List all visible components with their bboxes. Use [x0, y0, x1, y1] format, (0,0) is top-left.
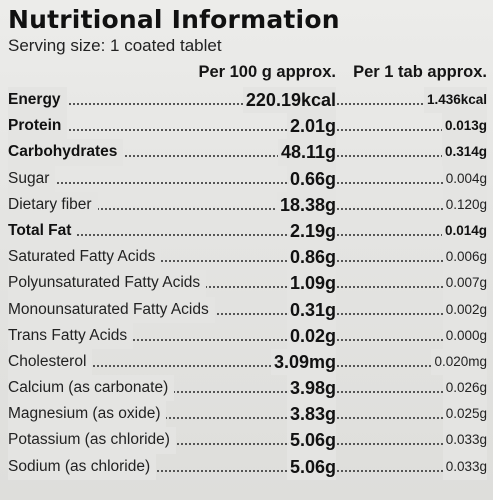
nutrient-name: Dietary fiber	[8, 195, 92, 213]
nutrient-row: Dietary fiber 18.38g 0.120g	[8, 191, 487, 218]
value-per-tablet: 0.000g	[442, 322, 487, 349]
value-per-100g: 3.83g	[286, 401, 336, 428]
nutrient-row: Monounsaturated Fatty Acids 0.31g 0.002g	[8, 296, 487, 323]
value-per-100g: 0.02g	[286, 322, 336, 349]
dot-leader	[8, 286, 487, 289]
value-per-100g: 2.19g	[286, 217, 336, 245]
dot-leader	[8, 417, 487, 420]
value-per-100g: 3.98g	[286, 375, 336, 402]
value-per-100g: 0.66g	[286, 165, 336, 192]
nutrient-table: Energy 220.19kcal 1.436kcal Protein 2.01…	[8, 87, 487, 480]
nutrient-row: Potassium (as chloride) 5.06g 0.033g	[8, 427, 487, 454]
nutrient-row: Saturated Fatty Acids 0.86g 0.006g	[8, 244, 487, 271]
nutrient-row: Total Fat 2.19g 0.014g	[8, 217, 487, 245]
nutrient-row: Sugar 0.66g 0.004g	[8, 165, 487, 192]
nutrient-row: Calcium (as carbonate) 3.98g 0.026g	[8, 375, 487, 402]
dot-leader	[8, 181, 487, 184]
nutrient-name: Saturated Fatty Acids	[8, 248, 156, 266]
dot-leader	[8, 207, 487, 210]
dot-leader	[8, 443, 487, 446]
value-per-100g: 0.31g	[286, 296, 336, 323]
value-per-tablet: 0.007g	[442, 270, 487, 297]
value-per-100g: 48.11g	[277, 139, 336, 166]
nutrient-name: Magnesium (as oxide)	[8, 405, 161, 423]
value-per-tablet: 0.020mg	[431, 348, 487, 376]
dot-leader	[8, 260, 487, 263]
serving-size: Serving size: 1 coated tablet	[8, 36, 222, 55]
nutrient-name: Polyunsaturated Fatty Acids	[8, 274, 201, 292]
value-per-tablet: 0.120g	[442, 191, 487, 218]
value-per-tablet: 0.026g	[442, 375, 487, 402]
nutrient-name: Potassium (as chloride)	[8, 431, 170, 449]
nutrient-row: Polyunsaturated Fatty Acids 1.09g 0.007g	[8, 270, 487, 297]
nutrient-row: Protein 2.01g 0.013g	[8, 113, 487, 140]
dot-leader	[8, 338, 487, 341]
nutrient-name: Monounsaturated Fatty Acids	[8, 300, 209, 318]
dot-leader	[8, 233, 487, 236]
value-per-tablet: 0.025g	[442, 401, 487, 428]
value-per-tablet: 1.436kcal	[423, 87, 487, 114]
value-per-tablet: 0.004g	[442, 165, 487, 192]
label-title: Nutritional Information	[8, 5, 340, 34]
nutrient-row: Carbohydrates 48.11g 0.314g	[8, 139, 487, 166]
nutrient-row: Energy 220.19kcal 1.436kcal	[8, 87, 487, 114]
dot-leader	[8, 391, 487, 394]
dot-leader	[8, 155, 487, 158]
nutrient-name: Protein	[8, 117, 62, 135]
nutrient-name: Carbohydrates	[8, 143, 118, 161]
column-headers: Per 100 g approx. Per 1 tab approx.	[8, 61, 487, 87]
value-per-tablet: 0.314g	[441, 139, 487, 166]
value-per-tablet: 0.033g	[442, 427, 487, 454]
value-per-tablet: 0.014g	[441, 217, 487, 245]
nutrient-row: Cholesterol 3.09mg 0.020mg	[8, 348, 487, 376]
nutrient-name: Cholesterol	[8, 352, 87, 370]
value-per-tablet: 0.013g	[441, 113, 487, 140]
value-per-100g: 1.09g	[286, 270, 336, 297]
nutrient-name: Trans Fatty Acids	[8, 326, 128, 344]
nutrient-row: Magnesium (as oxide) 3.83g 0.025g	[8, 401, 487, 428]
value-per-100g: 3.09mg	[270, 348, 336, 376]
nutrient-row: Sodium (as chloride) 5.06g 0.033g	[8, 453, 487, 480]
column-header-per-tablet: Per 1 tab approx.	[353, 63, 487, 81]
value-per-100g: 0.86g	[286, 244, 336, 271]
dot-leader	[8, 312, 487, 315]
nutrient-name: Sodium (as chloride)	[8, 457, 151, 475]
nutrient-name: Calcium (as carbonate)	[8, 379, 169, 397]
nutrient-name: Energy	[8, 91, 61, 108]
value-per-100g: 5.06g	[286, 427, 336, 454]
value-per-tablet: 0.002g	[442, 296, 487, 323]
dot-leader	[8, 129, 487, 132]
value-per-100g: 5.06g	[286, 453, 336, 480]
nutrient-row: Trans Fatty Acids 0.02g 0.000g	[8, 322, 487, 349]
value-per-100g: 18.38g	[276, 191, 336, 218]
value-per-100g: 220.19kcal	[242, 87, 336, 114]
value-per-tablet: 0.006g	[442, 244, 487, 271]
value-per-tablet: 0.033g	[442, 453, 487, 480]
nutrient-name: Total Fat	[8, 221, 72, 239]
nutrient-name: Sugar	[8, 169, 50, 187]
dot-leader	[8, 364, 487, 367]
dot-leader	[8, 469, 487, 472]
value-per-100g: 2.01g	[286, 113, 336, 140]
column-header-per-100g: Per 100 g approx.	[198, 63, 336, 81]
